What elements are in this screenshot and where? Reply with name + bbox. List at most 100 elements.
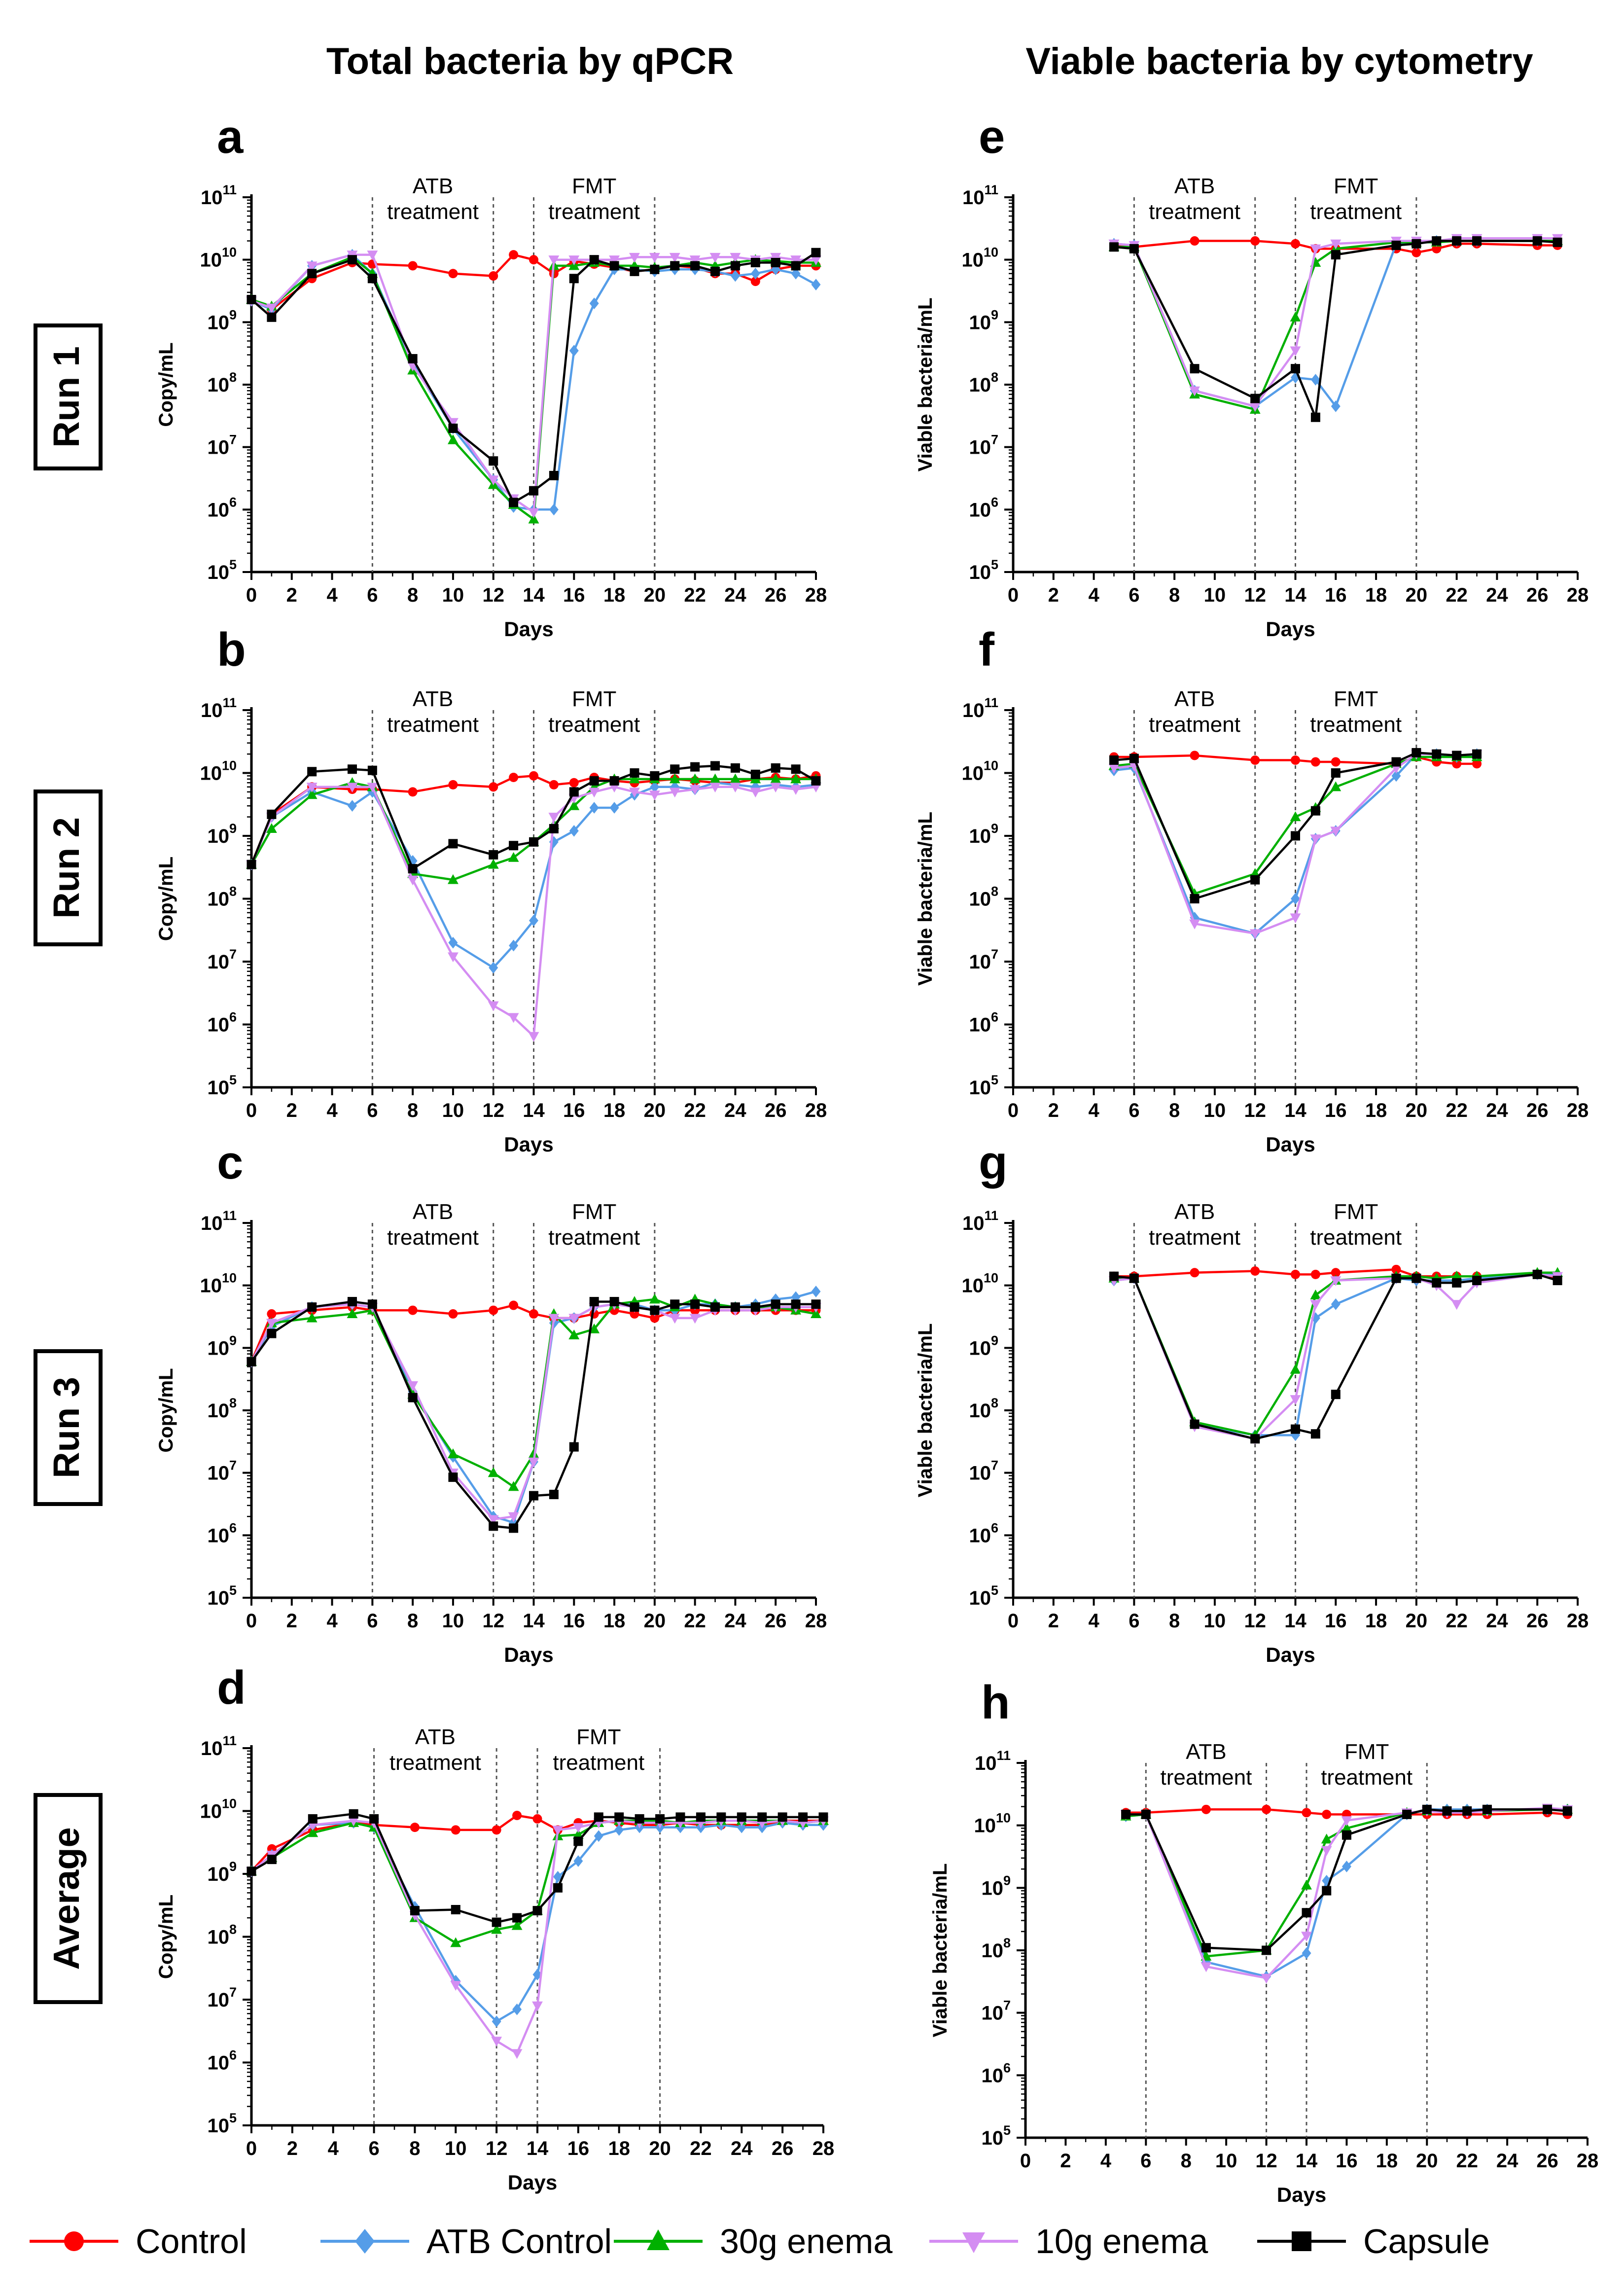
y-tick-label: 107	[207, 1458, 237, 1484]
data-point	[448, 424, 458, 433]
legend-label: Control	[136, 2222, 247, 2260]
data-point	[1330, 239, 1342, 250]
data-point	[589, 802, 599, 814]
legend-marker	[64, 2231, 84, 2251]
data-point	[548, 255, 560, 266]
x-tick-label: 6	[367, 584, 378, 606]
x-axis-label: Days	[1277, 2183, 1326, 2206]
data-point	[1321, 1846, 1332, 1856]
x-axis-label: Days	[504, 617, 553, 641]
data-point	[549, 1490, 559, 1500]
data-point	[488, 1001, 499, 1011]
data-point	[771, 1299, 780, 1309]
data-point	[594, 1830, 603, 1842]
data-point	[1451, 1270, 1462, 1281]
x-tick-label: 4	[1088, 1610, 1099, 1632]
panel-letter-h: h	[981, 1676, 1010, 1729]
y-tick-label: 107	[207, 947, 237, 973]
data-point	[491, 1924, 502, 1934]
x-tick-label: 12	[482, 1100, 504, 1121]
data-point	[450, 1937, 461, 1947]
data-point	[568, 800, 580, 810]
data-point	[509, 1300, 519, 1310]
data-point	[730, 261, 740, 271]
data-point	[1190, 364, 1200, 374]
data-point	[549, 824, 559, 833]
data-point	[1290, 311, 1301, 322]
row-label-run3: Run 3	[34, 1349, 103, 1506]
data-point	[1291, 1424, 1300, 1434]
x-tick-label: 18	[603, 1100, 626, 1121]
data-point	[488, 859, 499, 869]
data-point	[589, 776, 599, 786]
data-point	[649, 790, 660, 801]
data-point	[777, 1812, 787, 1822]
data-point	[650, 1305, 660, 1315]
x-tick-label: 4	[1088, 1100, 1099, 1121]
data-point	[650, 781, 660, 793]
data-point	[1108, 763, 1120, 774]
x-tick-label: 16	[1325, 584, 1347, 606]
x-tick-label: 8	[409, 2138, 420, 2159]
data-point	[655, 1814, 665, 1824]
data-point	[1330, 1276, 1342, 1287]
data-point	[629, 252, 640, 263]
y-tick-label: 1010	[961, 1271, 998, 1297]
y-tick-label: 108	[207, 1922, 237, 1948]
atb-annotation-line: ATB	[1174, 174, 1215, 198]
data-point	[528, 1448, 539, 1459]
x-tick-label: 14	[527, 2138, 549, 2159]
data-point	[511, 2049, 523, 2059]
data-point	[1290, 1395, 1301, 1405]
legend-item-capsule: Capsule	[1257, 2222, 1490, 2260]
data-point	[549, 470, 559, 480]
data-point	[1412, 239, 1421, 249]
data-point	[1290, 1363, 1301, 1374]
data-point	[1290, 346, 1301, 357]
y-tick-label: 109	[969, 307, 998, 333]
x-tick-label: 4	[326, 1100, 338, 1121]
y-tick-label: 108	[969, 370, 998, 396]
panel-letter-c: c	[217, 1136, 243, 1189]
x-tick-label: 2	[1048, 1610, 1059, 1632]
y-tick-label: 107	[969, 947, 998, 973]
legend-item-30g-enema: 30g enema	[614, 2222, 892, 2260]
x-tick-label: 22	[1446, 584, 1468, 606]
legend-label: 10g enema	[1035, 2222, 1208, 2260]
atb-annotation-line: treatment	[1160, 1765, 1252, 1790]
x-tick-label: 4	[328, 2138, 339, 2159]
row-label-run3-text: Run 3	[46, 1377, 87, 1478]
data-point	[1200, 1962, 1212, 1973]
data-point	[532, 2001, 543, 2011]
data-point	[529, 1309, 538, 1319]
data-point	[594, 1812, 603, 1822]
data-point	[408, 1393, 418, 1402]
data-point	[690, 1299, 700, 1309]
y-tick-label: 1010	[974, 1811, 1011, 1837]
x-axis-label: Days	[1266, 617, 1315, 641]
atb-annotation-line: treatment	[387, 200, 479, 224]
data-point	[448, 269, 458, 279]
x-tick-label: 10	[442, 584, 464, 606]
y-axis-label: Viable bacteria/mL	[915, 298, 936, 472]
x-tick-label: 0	[246, 584, 257, 606]
x-tick-label: 0	[1008, 1610, 1019, 1632]
atb-annotation-line: ATB	[413, 174, 453, 198]
x-tick-label: 18	[603, 1610, 626, 1632]
x-tick-label: 24	[1486, 1100, 1508, 1121]
data-point	[629, 788, 640, 798]
data-point	[247, 1866, 256, 1876]
series-capsule	[247, 761, 821, 874]
data-point	[1452, 751, 1462, 760]
data-point	[448, 418, 459, 428]
y-tick-label: 1010	[200, 758, 237, 785]
y-axis-label: Copy/mL	[155, 1368, 177, 1452]
x-tick-label: 10	[442, 1610, 464, 1632]
fmt-annotation-line: treatment	[1310, 200, 1402, 224]
data-point	[1331, 768, 1341, 778]
row-label-run1-text: Run 1	[46, 346, 87, 448]
x-tick-label: 4	[326, 584, 338, 606]
data-point	[569, 345, 579, 357]
